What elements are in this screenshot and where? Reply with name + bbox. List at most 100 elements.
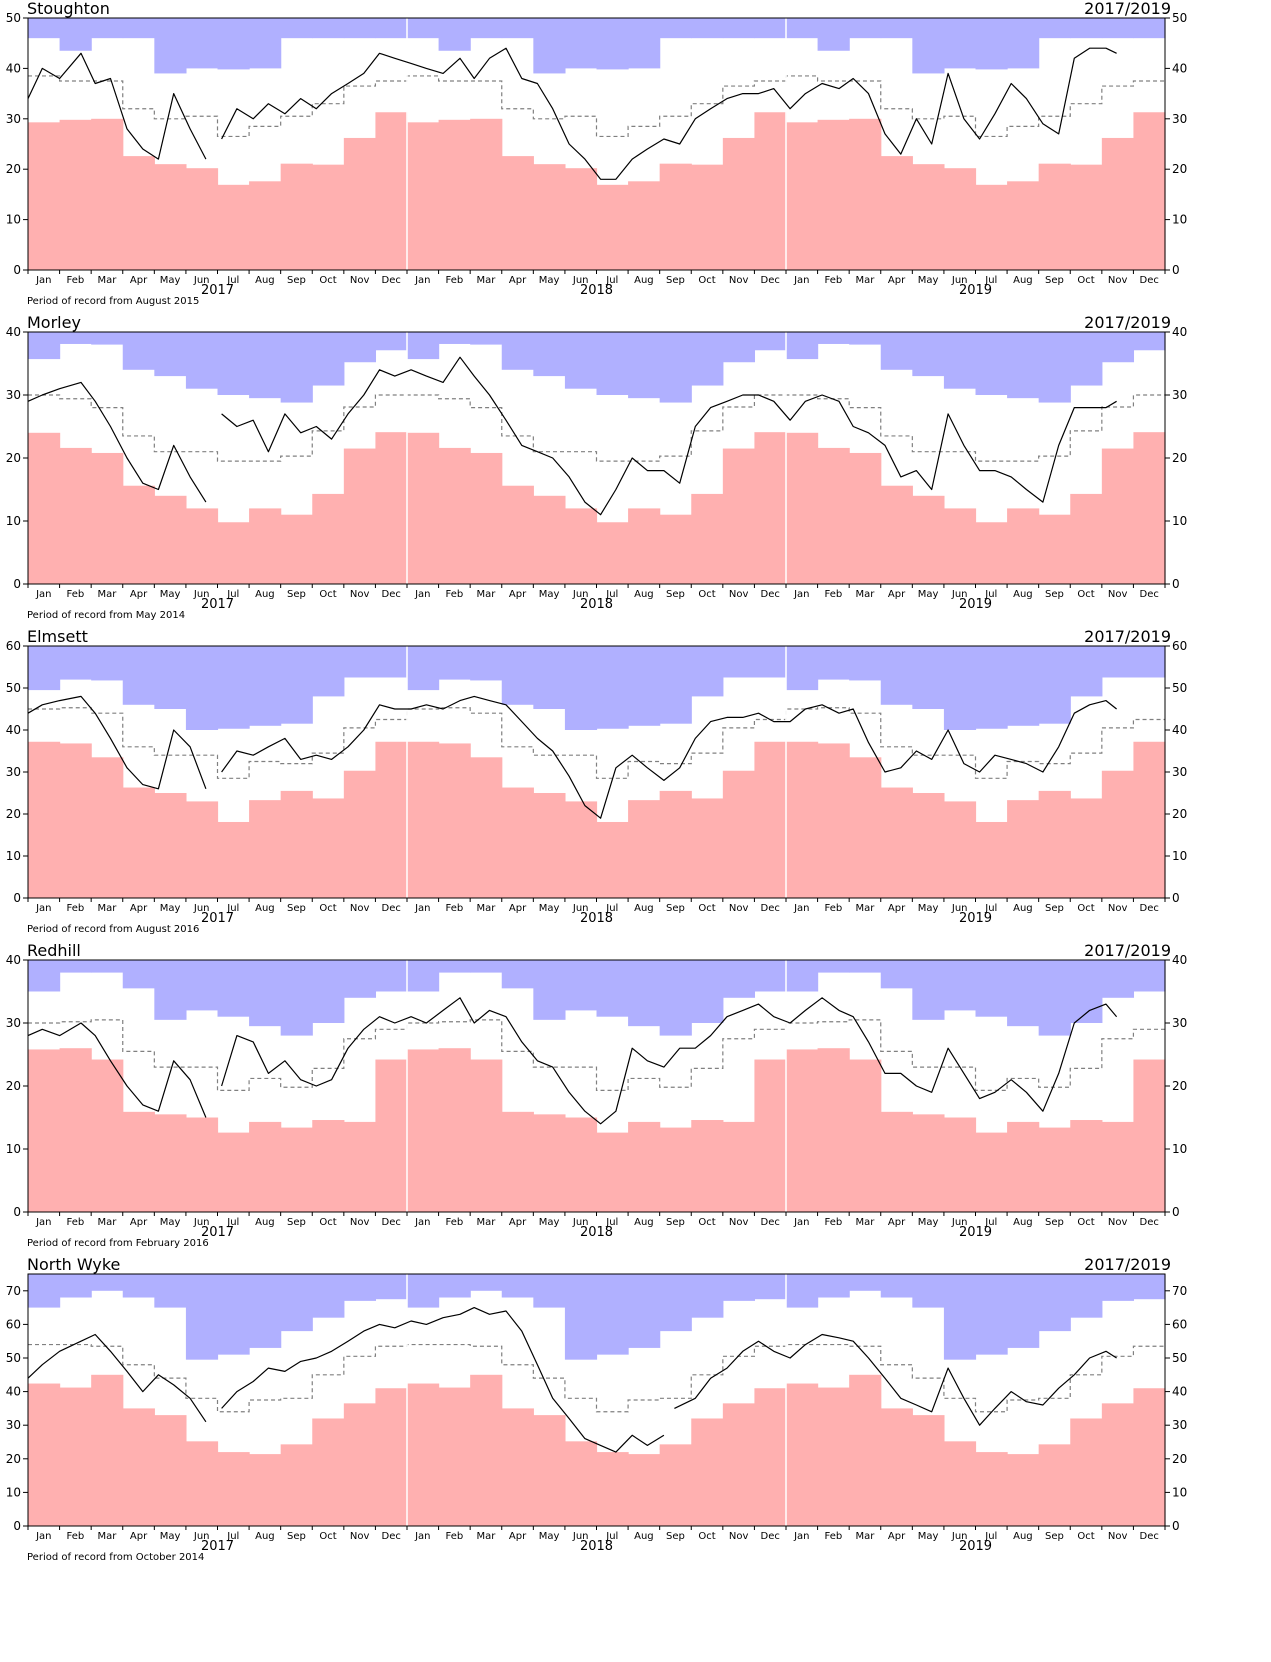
max-band-segment [849,646,882,681]
x-month-label: Apr [130,903,148,914]
min-band-segment [1133,432,1166,584]
min-band-segment [375,1388,408,1526]
min-band-segment [912,495,945,584]
x-month-label: Feb [67,589,85,600]
y-tick-label-left: 50 [6,11,21,25]
min-band-segment [786,432,819,584]
max-band-segment [1038,332,1071,403]
max-band-segment [470,1274,503,1291]
min-band-segment [59,447,92,584]
min-band-segment [375,1059,408,1212]
min-band-segment [154,164,187,270]
max-band-segment [628,646,661,726]
max-band-segment [91,332,124,345]
min-band-segment [249,800,282,898]
max-band-segment [1007,960,1040,1027]
x-month-label: Nov [1108,903,1128,914]
max-band-segment [312,646,345,697]
x-month-label: Jun [572,903,589,914]
x-month-label: Nov [1108,275,1128,286]
min-band-segment [564,801,598,898]
max-band-segment [659,18,692,39]
x-month-label: Feb [446,903,464,914]
min-band-segment [912,1415,945,1526]
min-band-segment [122,1111,155,1212]
min-band-segment [975,1132,1008,1212]
x-month-label: Apr [888,1531,906,1542]
max-band-segment [217,332,250,395]
min-band-segment [470,757,503,898]
x-month-label: Jun [193,903,210,914]
x-month-label: Oct [1077,589,1094,600]
x-year-label: 2017 [201,283,234,298]
max-band-segment [1133,332,1166,351]
max-band-segment [470,646,503,681]
max-band-segment [217,1274,250,1355]
max-band-segment [438,960,471,973]
max-band-segment [912,960,945,1020]
x-month-label: Jun [572,1531,589,1542]
min-band-segment [375,741,408,898]
y-tick-label-left: 60 [6,639,21,653]
min-band-segment [249,508,282,584]
y-tick-label-left: 30 [6,1016,21,1030]
min-band-segment [154,1415,187,1526]
x-year-label: 2018 [580,283,613,298]
chart-period-label: 2017/2019 [1084,628,1171,646]
y-tick-label-left: 40 [6,325,21,339]
min-band-segment [122,1408,155,1526]
x-month-label: Sep [287,903,306,914]
x-month-label: Feb [825,275,843,286]
min-band-segment [375,432,408,584]
max-band-segment [943,646,977,730]
chart-panel-elmsett: 0 0 10 10 20 20 30 30 40 40 50 50 60 60 Jan Feb Mar Apr Ma… [6,628,1188,935]
min-band-segment [312,164,345,270]
max-band-segment [501,18,534,39]
min-band-segment [533,164,566,270]
x-month-label: Sep [1045,275,1064,286]
max-band-segment [1101,18,1135,39]
y-tick-label-right: 0 [1172,1519,1180,1533]
min-band-segment [343,770,377,898]
max-band-segment [628,18,661,69]
max-band-segment [375,332,408,351]
min-band-segment [59,119,92,270]
min-band-segment [122,156,155,270]
min-band-segment [438,1387,471,1526]
max-band-segment [501,1274,534,1298]
min-band-segment [912,793,945,898]
min-band-segment [754,112,787,270]
x-month-label: Jul [605,589,618,600]
max-band-segment [59,960,92,973]
max-band-segment [470,332,503,345]
x-month-label: Mar [477,589,497,600]
x-month-label: Dec [1140,589,1159,600]
max-band-segment [122,646,155,705]
max-band-segment [943,1274,977,1360]
observed-series-line [27,1333,207,1423]
chart-panel-morley: 0 0 10 10 20 20 30 30 40 40 Jan Feb Mar Apr May Jun Jul A… [6,314,1188,621]
min-band-segment [1133,112,1166,270]
y-tick-label-left: 20 [6,451,21,465]
min-band-segment [1038,790,1071,898]
min-band-segment [154,793,187,898]
max-band-segment [975,1274,1008,1355]
x-month-label: Feb [67,1217,85,1228]
min-band-segment [1070,1418,1103,1526]
x-year-label: 2018 [580,1539,613,1554]
min-band-segment [1007,508,1040,584]
x-month-label: Nov [350,1531,370,1542]
max-band-segment [849,960,882,973]
min-band-segment [312,798,345,898]
x-year-label: 2017 [201,911,234,926]
min-band-segment [438,743,471,898]
max-band-segment [28,332,61,360]
min-band-segment [754,741,787,898]
x-month-label: Dec [761,1217,780,1228]
y-tick-label-right: 0 [1172,263,1180,277]
max-band-segment [59,646,92,680]
min-band-segment [185,801,219,898]
min-band-segment [754,1388,787,1526]
x-month-label: Mar [98,903,118,914]
y-tick-label-left: 0 [13,891,21,905]
